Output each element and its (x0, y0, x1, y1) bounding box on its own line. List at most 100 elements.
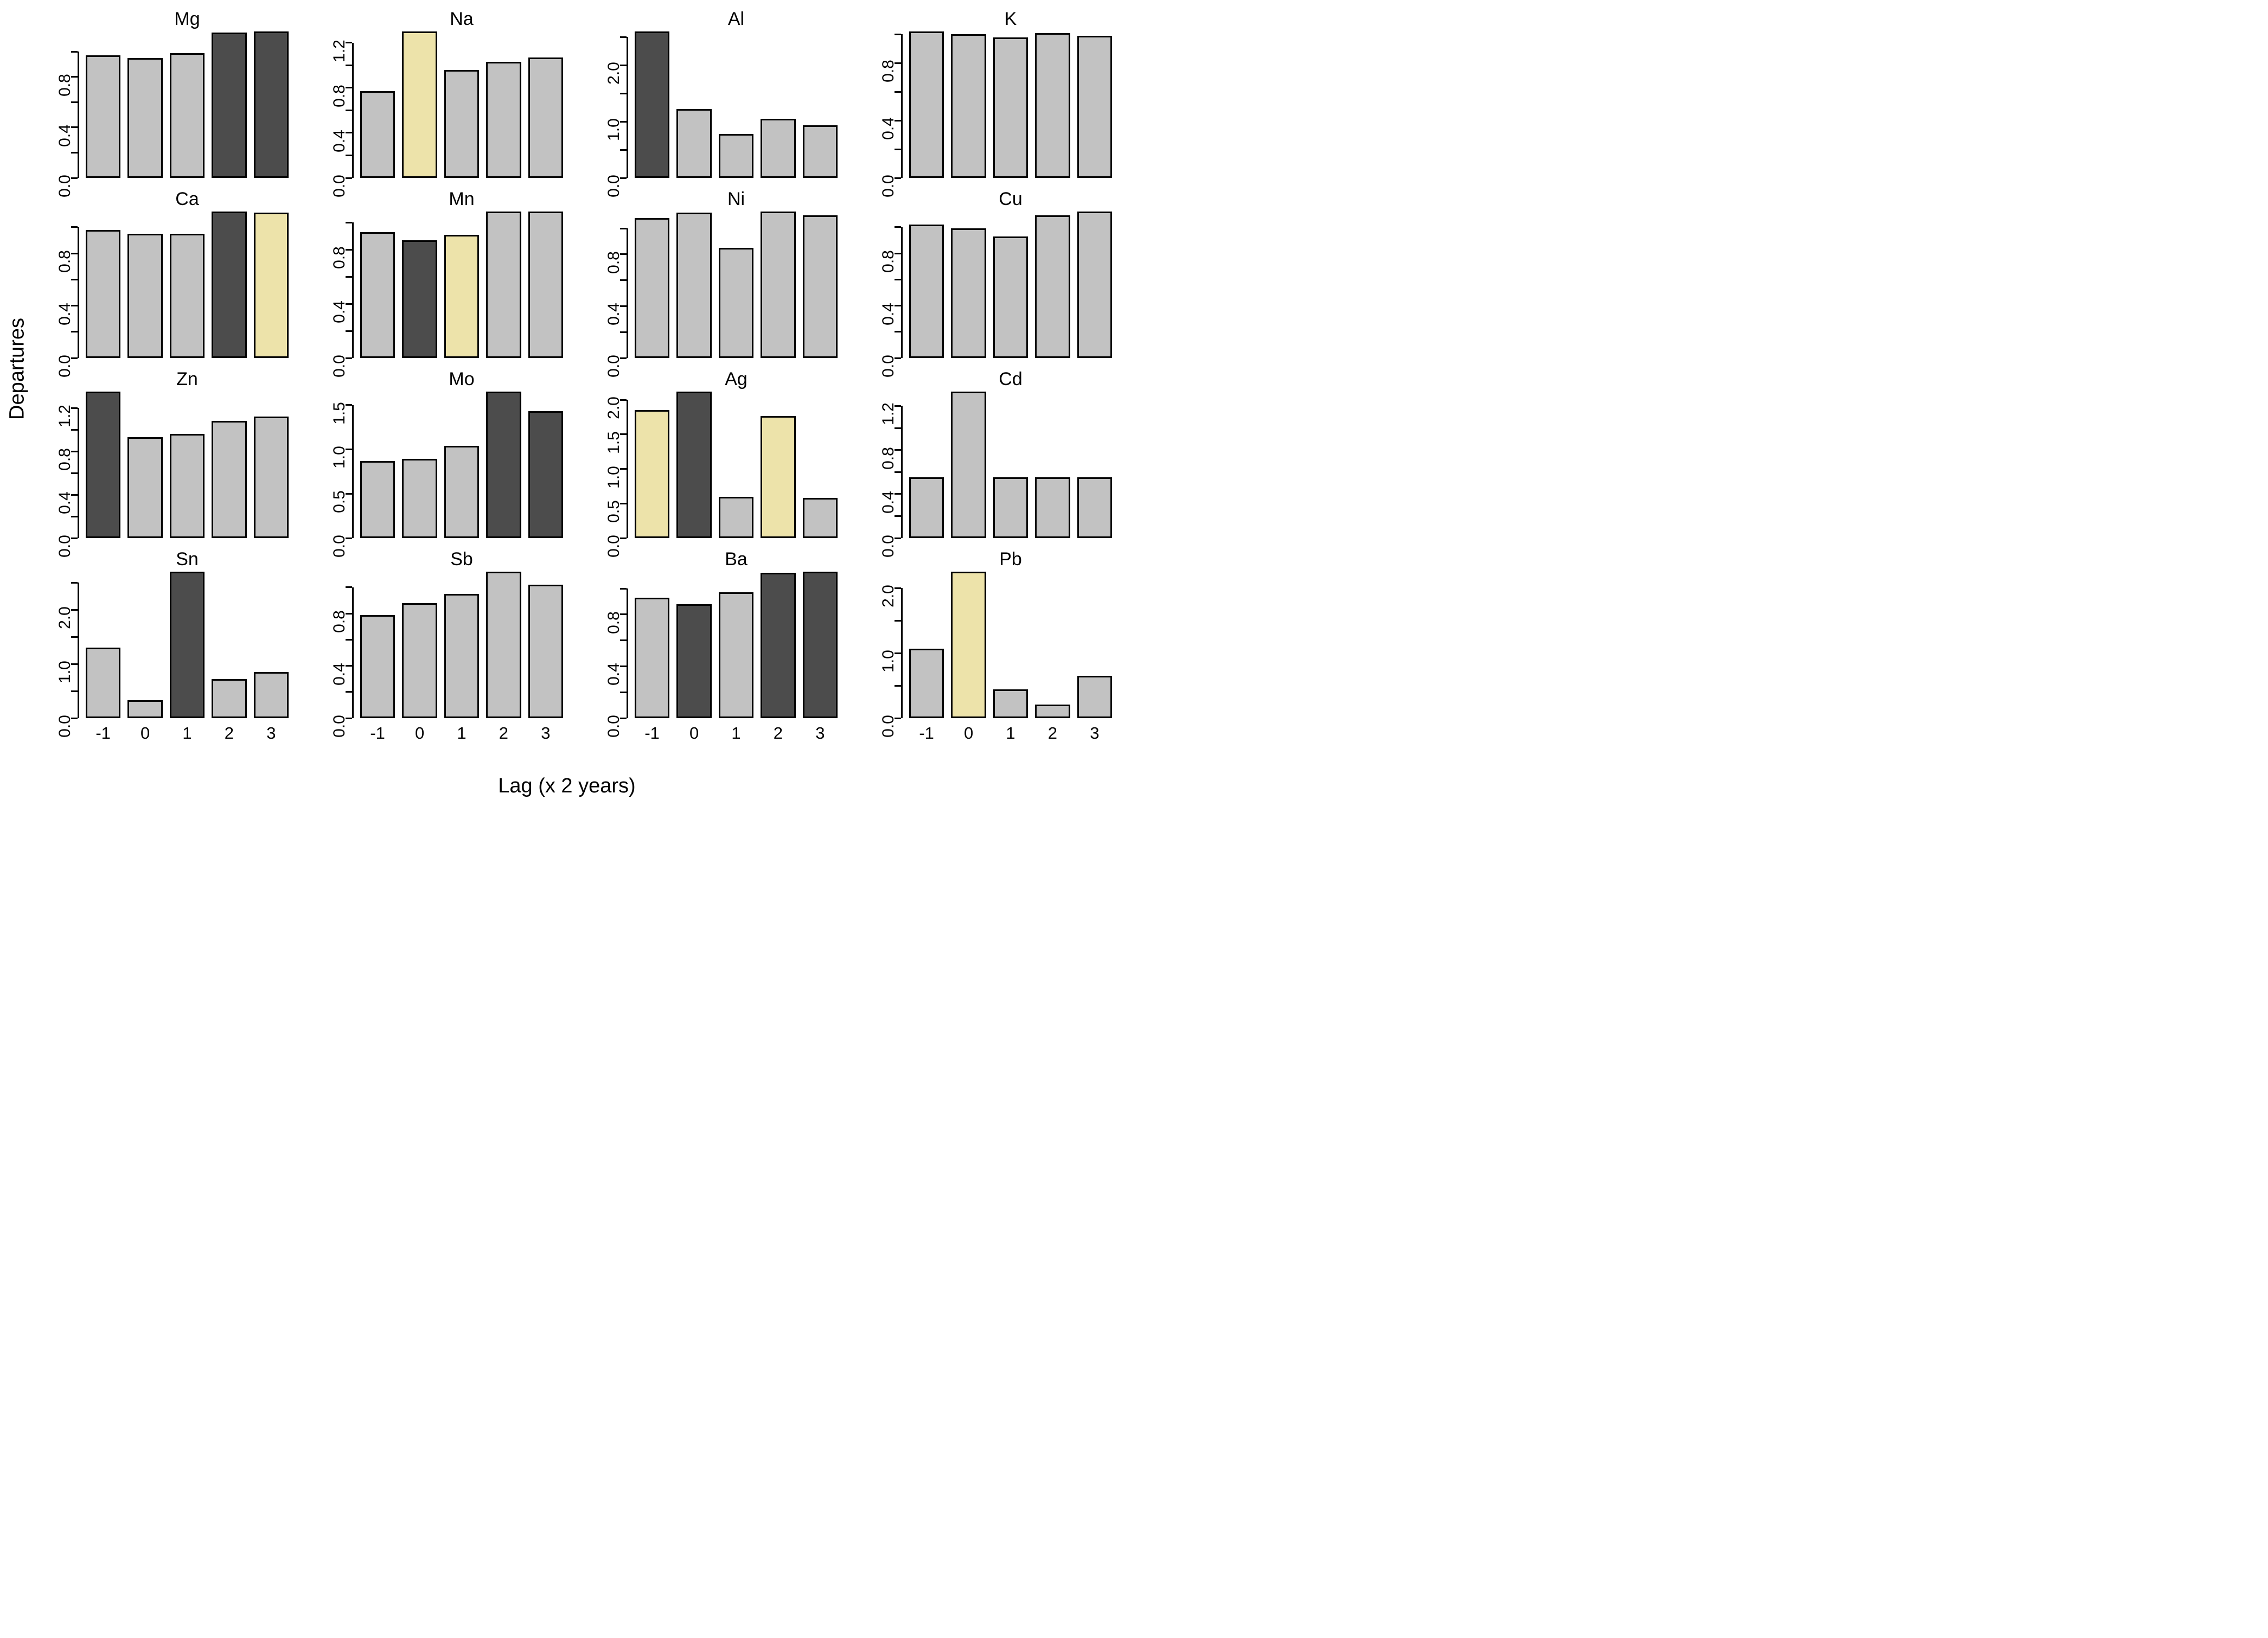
y-tick (71, 252, 78, 254)
panel-sn: Sn 0.0 1.0 2.0 -1 0 1 2 3 (33, 545, 307, 746)
bar-ni-lag3 (802, 215, 838, 358)
y-tick (346, 691, 352, 693)
bar-ag-lag0 (676, 392, 712, 538)
y-tick (71, 126, 78, 129)
y-tick (895, 537, 901, 539)
panel-title: Ba (725, 549, 748, 570)
plot-area: 0.0 0.4 0.8 (879, 212, 1119, 377)
bar-mg-lag1 (169, 53, 205, 178)
y-tick (71, 581, 78, 584)
bar-pb-lag3 (1077, 676, 1113, 718)
bar-al-lag1 (718, 134, 754, 178)
panel-mn: Mn 0.0 0.4 0.8 (307, 184, 582, 377)
y-axis-line (627, 588, 628, 718)
bar-ba-lag2 (761, 573, 796, 718)
y-tick (620, 399, 627, 401)
bar-ni-lag1 (718, 247, 754, 358)
panel-title: Cd (999, 369, 1023, 389)
y-axis-line (627, 400, 628, 538)
x-tick-label: 1 (1006, 724, 1015, 743)
y-tick (620, 613, 627, 616)
y-axis-label: Departures (5, 318, 29, 420)
plot-area: 0.0 0.4 0.8 1.2 (330, 31, 570, 197)
y-tick (895, 62, 901, 64)
y-tick (620, 227, 627, 229)
y-tick-label: 1.0 (55, 661, 74, 683)
y-tick (346, 42, 352, 44)
panel-title: Mo (449, 369, 475, 389)
bar-ba-lag0 (676, 604, 712, 718)
x-axis-label: Lag (x 2 years) (498, 775, 636, 797)
x-tick-label: -1 (919, 724, 934, 743)
bar-pb-lag0 (951, 572, 986, 718)
bar-cu-lag1 (993, 236, 1028, 358)
y-tick (620, 36, 627, 38)
y-tick-label: 0.8 (55, 448, 74, 471)
bar-mg-lag2 (212, 33, 247, 178)
bar-zn-lag3 (253, 417, 289, 538)
y-tick (346, 303, 352, 305)
y-tick-label: 0.8 (330, 610, 348, 634)
bar-ca-lag-1 (85, 229, 121, 358)
panel-mo: Mo 0.0 0.5 1.0 1.5 (307, 364, 582, 558)
bar-cd-lag0 (951, 392, 986, 538)
y-tick (895, 515, 901, 517)
y-tick (620, 587, 627, 590)
y-tick (895, 652, 901, 654)
bar-cu-lag3 (1077, 212, 1113, 358)
bar-ca-lag2 (212, 212, 247, 358)
y-tick-label: 0.8 (879, 60, 897, 83)
y-tick (346, 665, 352, 667)
y-tick (895, 331, 901, 333)
bar-cd-lag1 (993, 477, 1028, 538)
bar-sn-lag3 (253, 672, 289, 718)
bar-na-lag3 (528, 57, 564, 178)
panel-title: Zn (176, 369, 198, 389)
y-tick-label: 2.0 (879, 585, 897, 607)
y-axis-line (901, 588, 903, 718)
plot-area: 0.0 0.4 0.8 (605, 212, 845, 377)
y-tick (346, 717, 352, 719)
y-tick (895, 278, 901, 280)
bar-ni-lag-1 (634, 217, 670, 358)
y-tick (346, 132, 352, 134)
y-tick (71, 50, 78, 53)
y-tick (71, 450, 78, 452)
panel-title: Ca (175, 189, 199, 209)
y-tick (346, 109, 352, 111)
y-tick (346, 87, 352, 89)
y-tick (895, 587, 901, 589)
bar-mn-lag3 (528, 212, 564, 358)
bar-na-lag0 (402, 31, 437, 178)
y-tick (346, 448, 352, 450)
bar-sb-lag-1 (360, 615, 395, 718)
bar-ba-lag-1 (634, 597, 670, 718)
bar-cd-lag3 (1077, 477, 1113, 538)
y-tick (895, 493, 901, 495)
bar-sn-lag2 (212, 679, 247, 718)
y-tick-label: 1.2 (879, 402, 897, 426)
y-tick-label: 2.0 (604, 396, 623, 420)
panel-mg: Mg 0.0 0.4 0.8 (33, 4, 307, 197)
y-tick-label: 0.0 (604, 715, 623, 738)
panel-grid: Mg 0.0 0.4 0.8 Na 0.0 0.4 0.8 1.2 Al 0.0 1.0 2.0 K 0.0… (33, 4, 1132, 746)
y-axis-line (901, 34, 903, 178)
y-tick (71, 226, 78, 228)
x-tick-label: 2 (773, 724, 783, 743)
y-tick (895, 619, 901, 622)
panel-cu: Cu 0.0 0.4 0.8 (856, 184, 1130, 377)
y-tick (895, 148, 901, 150)
y-axis-line (352, 42, 354, 178)
bar-ni-lag0 (676, 213, 712, 358)
bar-k-lag0 (951, 34, 986, 178)
bar-pb-lag1 (993, 689, 1028, 718)
bar-al-lag3 (802, 125, 838, 178)
y-tick-label: 0.5 (604, 500, 623, 523)
panel-title: Sb (450, 549, 473, 570)
bar-sn-lag0 (127, 700, 163, 718)
bar-mo-lag2 (486, 392, 521, 538)
y-tick (895, 177, 901, 179)
panel-title: Al (727, 9, 745, 29)
bar-cu-lag0 (951, 228, 986, 358)
y-axis-line (901, 227, 903, 358)
